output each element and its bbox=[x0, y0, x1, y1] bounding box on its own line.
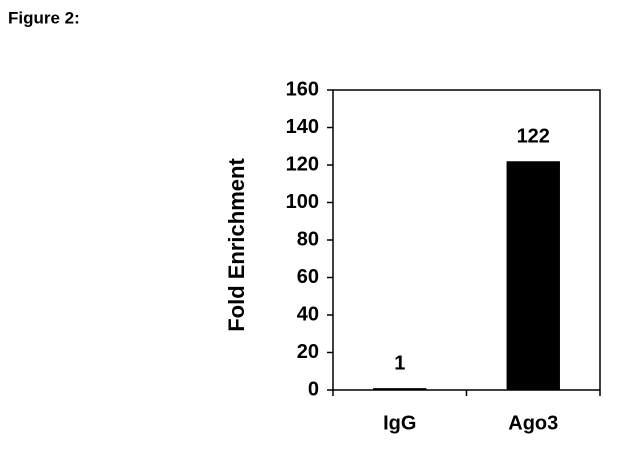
bar bbox=[506, 161, 560, 390]
y-tick-label: 120 bbox=[286, 153, 319, 175]
y-tick-label: 0 bbox=[308, 378, 319, 400]
bar bbox=[373, 388, 427, 390]
chart-title: Figure 2: bbox=[8, 8, 80, 27]
y-tick-label: 40 bbox=[297, 303, 319, 325]
y-tick-label: 140 bbox=[286, 116, 319, 138]
y-tick-label: 100 bbox=[286, 191, 319, 213]
y-tick-label: 60 bbox=[297, 266, 319, 288]
data-label: 1 bbox=[394, 352, 405, 374]
x-tick-label: Ago3 bbox=[508, 412, 558, 434]
y-tick-label: 20 bbox=[297, 341, 319, 363]
y-tick-label: 80 bbox=[297, 228, 319, 250]
y-tick-label: 160 bbox=[286, 78, 319, 100]
data-label: 122 bbox=[517, 126, 550, 148]
x-tick-label: IgG bbox=[383, 412, 416, 434]
y-axis-label: Fold Enrichment bbox=[224, 158, 249, 332]
